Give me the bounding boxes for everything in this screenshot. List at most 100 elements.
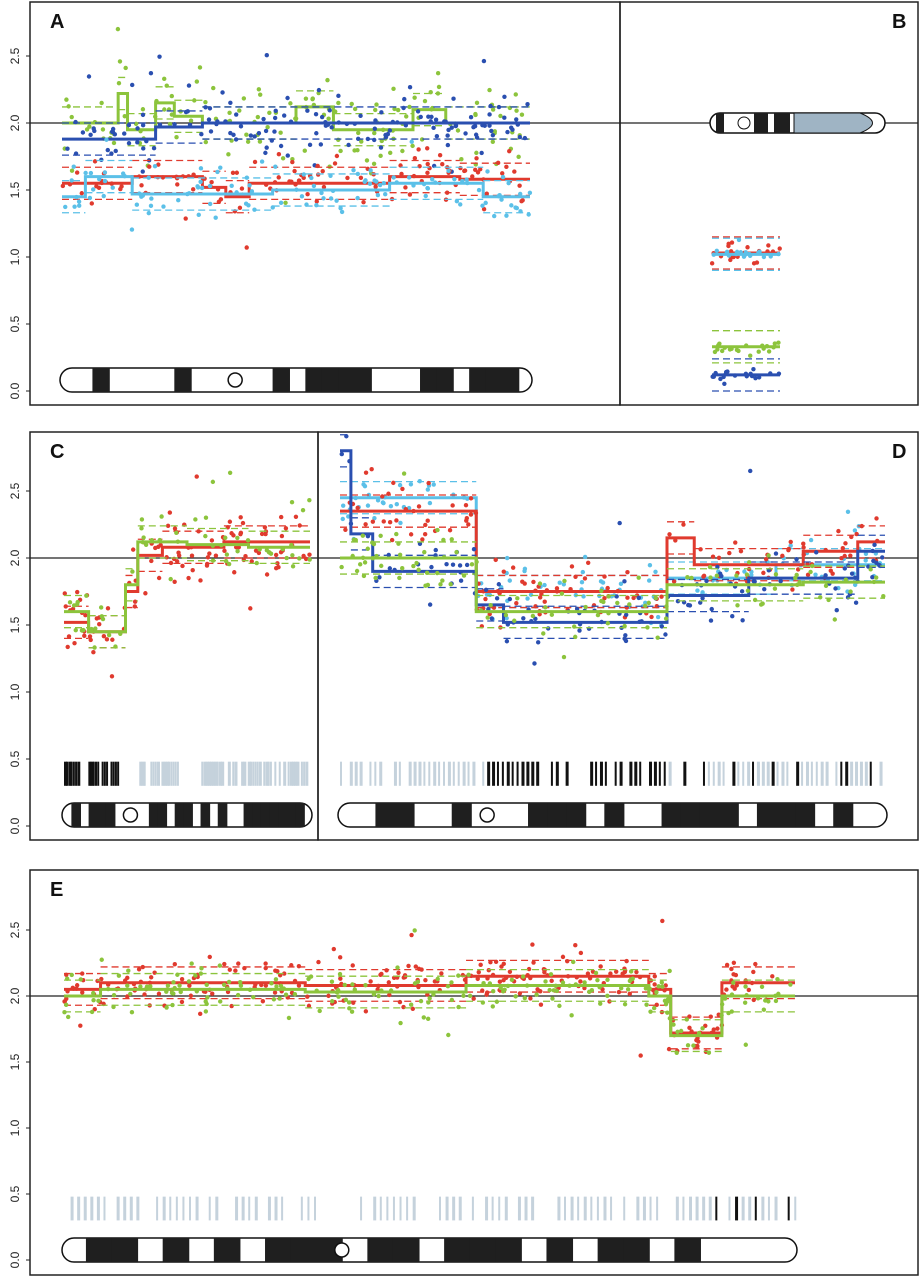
band-track-mark <box>139 761 143 786</box>
data-point <box>751 969 756 975</box>
band-track-mark <box>92 761 95 786</box>
data-point <box>440 578 445 583</box>
data-point <box>80 130 86 135</box>
data-point <box>88 170 94 176</box>
data-point <box>361 573 367 579</box>
data-point <box>139 183 144 188</box>
data-point <box>101 633 107 639</box>
data-point <box>277 996 282 1001</box>
data-point <box>391 86 396 92</box>
band-track-mark <box>577 1196 580 1221</box>
band-track-mark <box>294 761 298 786</box>
data-point <box>624 958 629 964</box>
data-point <box>101 193 106 199</box>
band-track-mark <box>168 761 171 786</box>
data-point <box>62 591 67 596</box>
data-point <box>210 479 216 485</box>
data-point <box>237 979 243 985</box>
data-point <box>126 141 132 146</box>
data-point <box>361 199 366 205</box>
ideogram-band <box>243 803 254 827</box>
band-track-mark <box>794 1196 797 1221</box>
data-point <box>197 65 203 70</box>
data-point <box>634 969 639 975</box>
band-track-mark <box>165 761 169 786</box>
data-point <box>719 348 725 354</box>
data-point <box>496 104 502 110</box>
data-point <box>653 569 658 574</box>
band-track-mark <box>536 761 540 786</box>
centromere <box>122 807 139 823</box>
band-track-mark <box>771 761 775 786</box>
data-point <box>396 970 401 975</box>
band-track-mark <box>445 1196 449 1221</box>
band-track-mark <box>748 1196 752 1221</box>
lower-bound-line <box>62 192 530 214</box>
data-point <box>256 131 262 136</box>
ideogram-band <box>148 803 159 827</box>
data-point <box>642 603 648 609</box>
ideogram-band <box>485 368 503 392</box>
data-point <box>373 184 378 189</box>
data-point <box>240 520 246 526</box>
data-point <box>71 164 76 169</box>
data-point <box>433 553 438 558</box>
data-point <box>186 83 192 88</box>
band-track-mark <box>728 1196 731 1221</box>
data-point <box>582 980 587 985</box>
data-point <box>517 991 523 996</box>
band-track-mark <box>110 761 113 786</box>
data-point <box>245 139 251 144</box>
data-point <box>179 999 185 1005</box>
data-point <box>238 983 244 988</box>
band-track-mark <box>521 761 525 786</box>
data-point <box>445 984 451 989</box>
data-point <box>487 112 492 117</box>
band-track-mark <box>550 761 553 786</box>
data-point <box>199 185 205 191</box>
data-point <box>105 606 111 611</box>
data-point <box>151 145 157 151</box>
data-point <box>105 147 110 153</box>
data-point <box>709 606 714 612</box>
data-point <box>412 981 418 986</box>
band-track-mark <box>152 761 155 786</box>
data-point <box>233 968 238 973</box>
band-track-mark <box>263 761 266 786</box>
ideogram-band <box>451 803 472 827</box>
y-tick-label: 2.5 <box>8 47 22 64</box>
ideogram-band <box>444 1238 471 1262</box>
data-point <box>140 169 145 174</box>
data-point <box>79 191 84 196</box>
panel-d: D <box>317 431 919 841</box>
data-point <box>278 200 284 205</box>
band-track-mark <box>64 761 67 786</box>
band-track-mark <box>300 761 303 786</box>
data-point <box>522 581 527 586</box>
data-point <box>130 569 135 574</box>
data-point <box>414 560 419 566</box>
data-point <box>418 998 424 1004</box>
data-point <box>318 142 324 147</box>
data-point <box>450 503 455 508</box>
data-point <box>560 954 566 960</box>
data-point <box>276 175 281 180</box>
band-track-mark <box>689 1196 693 1221</box>
upper-bound-line <box>62 106 530 124</box>
data-point <box>340 516 345 522</box>
data-point <box>543 605 548 610</box>
data-point <box>463 131 468 136</box>
data-point <box>228 100 233 106</box>
data-point <box>501 569 506 574</box>
data-point <box>449 980 454 985</box>
data-point <box>394 502 399 507</box>
data-point <box>257 92 263 97</box>
data-point <box>140 964 145 970</box>
data-point <box>834 608 839 613</box>
band-track-mark <box>796 761 800 786</box>
data-point <box>187 983 192 988</box>
band-track-mark <box>590 1196 593 1221</box>
data-point <box>748 353 753 358</box>
data-point <box>698 547 703 552</box>
data-point <box>72 204 77 209</box>
